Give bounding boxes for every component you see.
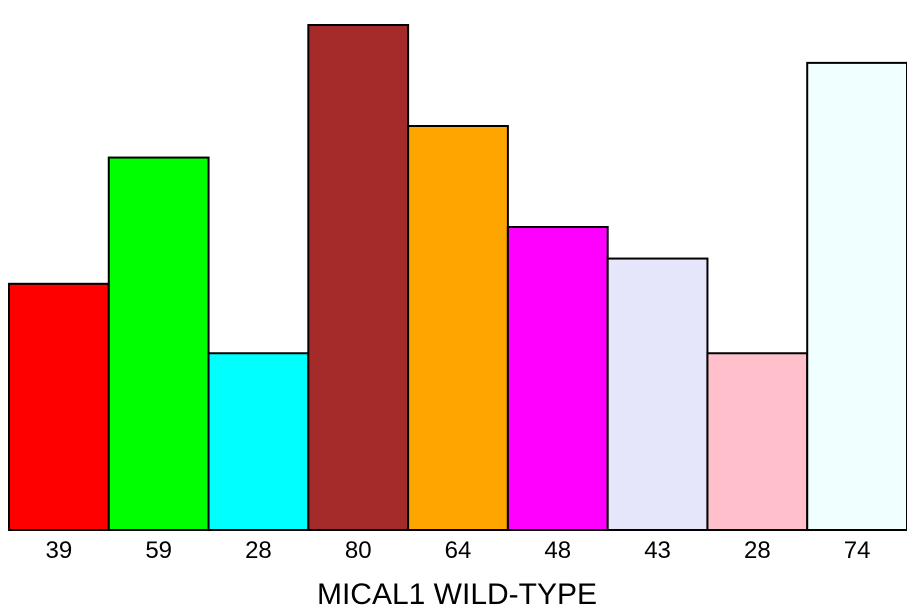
x-tick-label: 80 bbox=[345, 537, 372, 564]
bar-series bbox=[8, 24, 907, 532]
x-tick-label: 28 bbox=[744, 537, 771, 564]
x-tick-label: 74 bbox=[844, 537, 871, 564]
bar-6 bbox=[506, 226, 609, 531]
x-tick-label: 28 bbox=[245, 537, 272, 564]
x-tick-label: 48 bbox=[544, 537, 571, 564]
x-tick-labels: 39 59 28 80 64 48 43 28 74 bbox=[46, 537, 871, 564]
bar-1 bbox=[8, 282, 110, 531]
x-tick-label: 59 bbox=[145, 537, 172, 564]
bar-8 bbox=[706, 352, 809, 531]
bar-7 bbox=[606, 257, 709, 531]
x-tick-label: 43 bbox=[644, 537, 671, 564]
bar-9 bbox=[806, 61, 907, 532]
bar-2 bbox=[107, 156, 210, 531]
bar-4 bbox=[307, 24, 410, 531]
x-tick-label: 64 bbox=[445, 537, 472, 564]
x-tick-label: 39 bbox=[46, 537, 73, 564]
bar-3 bbox=[207, 352, 310, 531]
x-axis-title: MICAL1 WILD-TYPE bbox=[317, 578, 597, 611]
bar-5 bbox=[407, 125, 509, 531]
